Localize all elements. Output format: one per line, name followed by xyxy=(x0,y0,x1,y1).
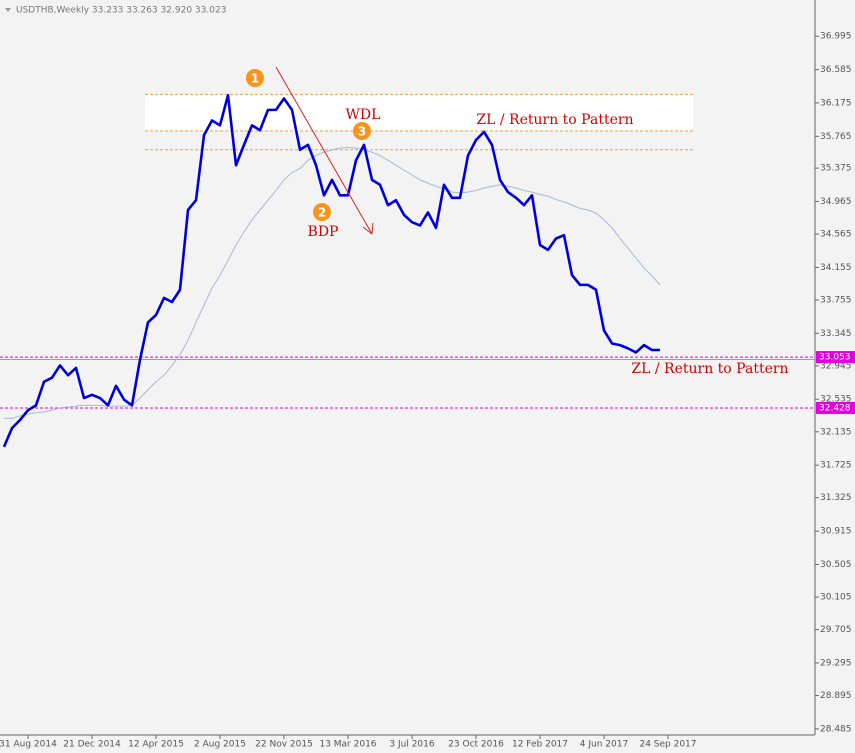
y-tick-label: 34.565 xyxy=(820,230,852,240)
annotation: ZL / Return to Pattern xyxy=(476,112,633,128)
series-line xyxy=(2,93,660,448)
x-tick-label: 4 Jun 2017 xyxy=(580,740,628,750)
y-tick-label: 29.705 xyxy=(820,625,852,635)
y-tick-label: 34.155 xyxy=(820,263,852,273)
x-tick-label: 23 Oct 2016 xyxy=(448,740,504,750)
annotation: WDL xyxy=(346,107,381,123)
x-tick-label: 3 Jul 2016 xyxy=(389,740,434,750)
x-tick-label: 24 Sep 2017 xyxy=(639,740,696,750)
arrow xyxy=(275,66,373,235)
marker xyxy=(313,203,331,221)
x-tick-label: 2 Aug 2015 xyxy=(194,740,246,750)
y-tick-label: 36.585 xyxy=(820,65,852,75)
y-tick-label: 36.175 xyxy=(820,98,852,108)
y-tick-label: 33.755 xyxy=(820,295,852,305)
y-tick-label: 32.945 xyxy=(820,361,852,371)
level-label-bg xyxy=(816,401,855,414)
x-tick-label: 31 Aug 2014 xyxy=(0,740,57,750)
chart-header: USDTHB,Weekly 33.233 33.263 32.920 33.02… xyxy=(16,6,226,16)
level-label: 33.053 xyxy=(819,353,851,363)
menu-icon[interactable] xyxy=(5,8,11,12)
level-label-bg xyxy=(816,351,855,364)
marker xyxy=(246,69,264,87)
annotation: BDP xyxy=(308,224,339,240)
y-tick-label: 35.375 xyxy=(820,164,852,174)
series-line xyxy=(4,146,661,419)
y-tick-label: 32.135 xyxy=(820,427,852,437)
y-tick-label: 29.295 xyxy=(820,658,852,668)
marker-label: 1 xyxy=(251,72,259,86)
arrow-head xyxy=(362,222,374,235)
x-tick-label: 13 Mar 2016 xyxy=(319,740,376,750)
y-tick-label: 30.915 xyxy=(820,527,852,537)
y-tick-label: 36.995 xyxy=(820,32,852,42)
y-tick-label: 28.895 xyxy=(820,691,852,701)
x-tick-label: 21 Dec 2014 xyxy=(63,740,121,750)
y-tick-label: 35.765 xyxy=(820,132,852,142)
x-tick-label: 12 Apr 2015 xyxy=(128,740,184,750)
y-tick-label: 33.345 xyxy=(820,329,852,339)
x-tick-label: 22 Nov 2015 xyxy=(255,740,313,750)
y-tick-label: 30.505 xyxy=(820,560,852,570)
y-tick-label: 31.725 xyxy=(820,461,852,471)
zone xyxy=(145,94,693,132)
y-tick-label: 32.535 xyxy=(820,395,852,405)
y-tick-label: 30.105 xyxy=(820,593,852,603)
y-tick-label: 31.325 xyxy=(820,493,852,503)
marker-label: 2 xyxy=(318,206,326,220)
y-tick-label: 28.485 xyxy=(820,724,852,734)
y-tick-label: 34.965 xyxy=(820,197,852,207)
marker-label: 3 xyxy=(358,125,366,139)
annotation: ZL / Return to Pattern xyxy=(631,361,788,377)
level-label: 32.428 xyxy=(819,403,851,413)
marker xyxy=(353,122,371,140)
x-tick-label: 12 Feb 2017 xyxy=(512,740,568,750)
